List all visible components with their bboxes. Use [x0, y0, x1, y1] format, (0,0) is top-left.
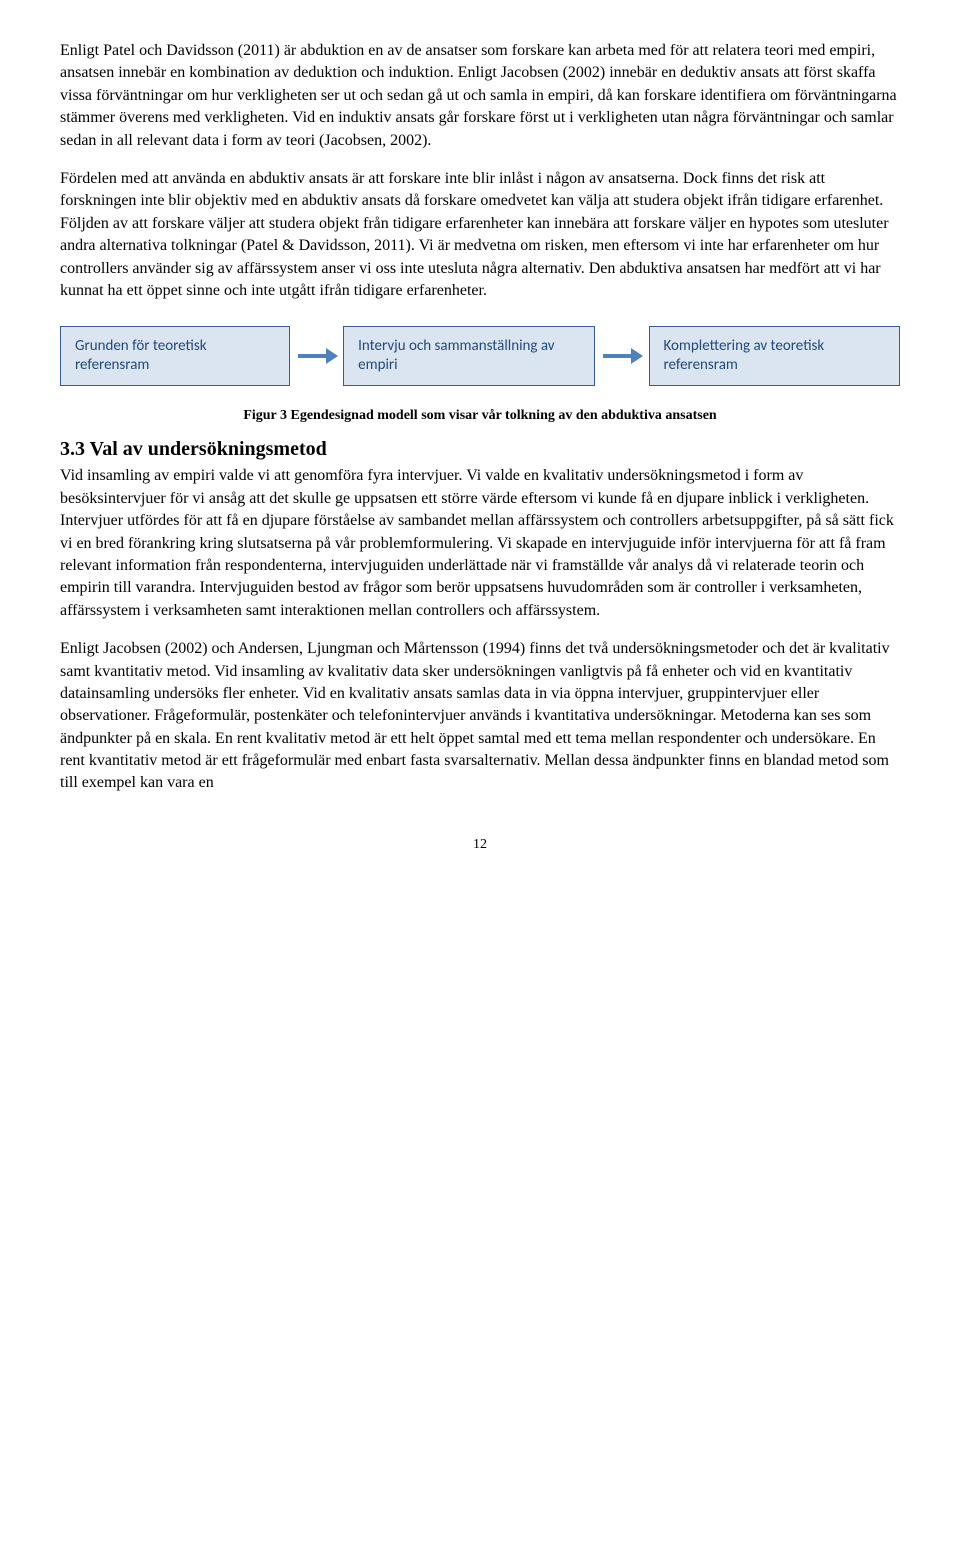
flow-node: Grunden för teoretisk referensram [60, 326, 290, 386]
section-heading: 3.3 Val av undersökningsmetod [60, 435, 900, 463]
figure-caption: Figur 3 Egendesignad modell som visar vå… [60, 406, 900, 426]
body-paragraph: Enligt Patel och Davidsson (2011) är abd… [60, 40, 900, 152]
body-paragraph: Fördelen med att använda en abduktiv ans… [60, 168, 900, 302]
arrow-right-icon [603, 350, 640, 362]
page-number: 12 [60, 835, 900, 855]
body-paragraph: Vid insamling av empiri valde vi att gen… [60, 465, 900, 622]
arrow-right-icon [298, 350, 335, 362]
flow-node: Intervju och sammanställning av empiri [343, 326, 595, 386]
body-paragraph: Enligt Jacobsen (2002) och Andersen, Lju… [60, 638, 900, 795]
abductive-flowchart: Grunden för teoretisk referensram Interv… [60, 326, 900, 386]
flow-node: Komplettering av teoretisk referensram [649, 326, 900, 386]
